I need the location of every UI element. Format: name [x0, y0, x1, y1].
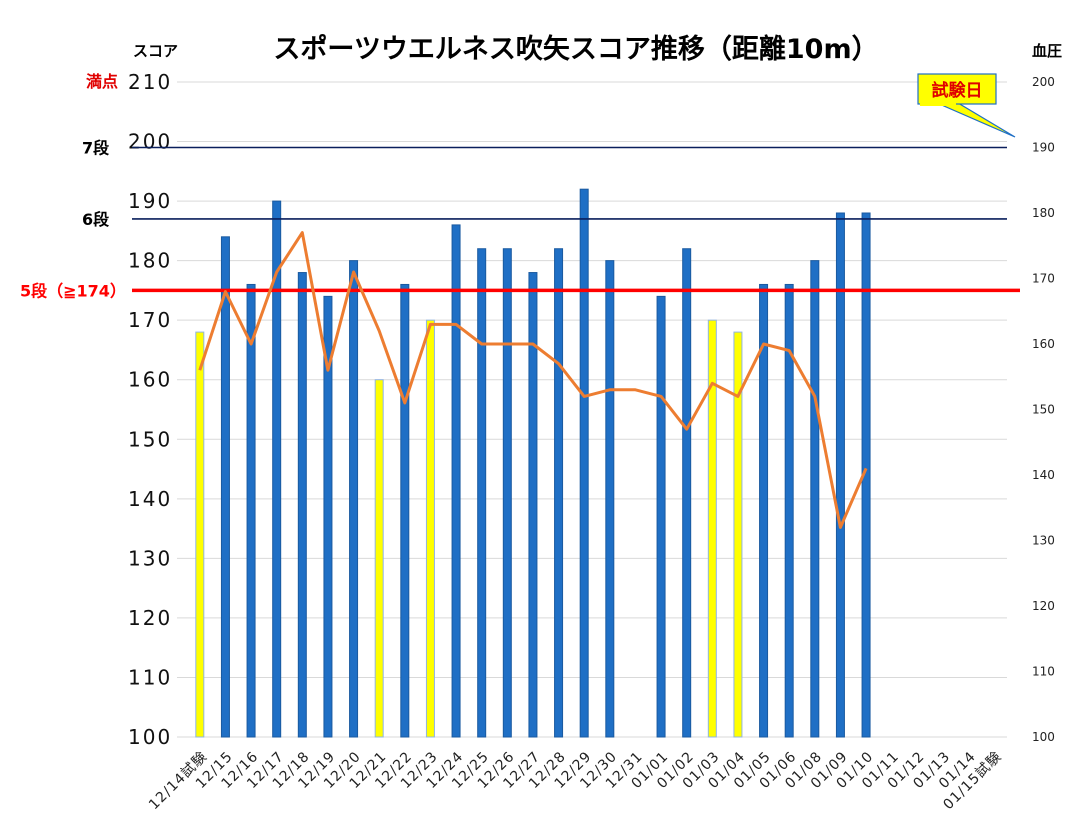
- right-tick-label: 180: [1032, 206, 1055, 220]
- score-bar: [528, 272, 538, 738]
- callout-label: 試験日: [932, 80, 983, 101]
- callout-pointer: [936, 102, 1016, 138]
- right-axis-ticks: 100 110 120 130 140 150 160 170 180 190 200: [1032, 75, 1055, 744]
- callout-box: [917, 73, 997, 105]
- score-bar: [579, 188, 589, 738]
- left-tick-label: 210: [128, 70, 172, 94]
- left-tick-label: 200: [128, 130, 172, 154]
- left-tick-label: 160: [128, 368, 172, 392]
- exam-day-callout: 試験日: [917, 73, 1016, 138]
- left-tick-label: 190: [128, 189, 172, 213]
- dan-label: 6段: [82, 210, 110, 229]
- score-bar: [195, 331, 205, 738]
- score-bar: [374, 379, 384, 738]
- dan5-label: 5段（≧174）: [20, 281, 126, 300]
- max-score-label: 満点: [86, 72, 118, 91]
- blood-pressure-line: [198, 231, 868, 529]
- score-bars: [195, 188, 871, 738]
- dan-label: 7段: [82, 139, 110, 158]
- left-axis-title: スコア: [133, 42, 178, 60]
- left-tick-label: 130: [128, 546, 172, 570]
- right-tick-label: 120: [1032, 599, 1055, 613]
- right-tick-label: 160: [1032, 337, 1055, 351]
- right-tick-label: 170: [1032, 272, 1055, 286]
- score-bar: [349, 260, 359, 738]
- score-bar: [810, 260, 820, 738]
- left-axis-ticks: 100 110 120 130 140 150 160 170 180 190 200 210: [128, 70, 172, 749]
- right-tick-label: 100: [1032, 730, 1055, 744]
- left-tick-label: 110: [128, 665, 172, 689]
- score-bar: [246, 283, 256, 738]
- gridlines: [177, 81, 1007, 738]
- callout-joint: [920, 100, 956, 106]
- score-bar: [733, 331, 743, 738]
- score-bar: [400, 283, 410, 738]
- x-axis-ticks: 12/14試験12/1512/1612/1712/1812/1912/2012/…: [146, 749, 1005, 814]
- left-tick-label: 100: [128, 725, 172, 749]
- left-tick-label: 140: [128, 487, 172, 511]
- left-tick-label: 170: [128, 308, 172, 332]
- blood-pressure-polyline: [198, 231, 868, 529]
- score-bar: [220, 236, 230, 738]
- score-bar: [835, 212, 845, 738]
- score-bar: [477, 248, 487, 738]
- score-bar: [502, 248, 512, 738]
- score-bar: [323, 295, 333, 738]
- score-bar: [451, 224, 461, 738]
- right-tick-label: 200: [1032, 75, 1055, 89]
- left-tick-label: 150: [128, 427, 172, 451]
- score-bar: [297, 272, 307, 738]
- score-bar: [707, 319, 717, 738]
- right-tick-label: 110: [1032, 665, 1055, 679]
- right-tick-label: 140: [1032, 468, 1055, 482]
- left-tick-label: 180: [128, 249, 172, 273]
- score-bar: [605, 260, 615, 738]
- score-bar: [682, 248, 692, 738]
- score-bar: [656, 295, 666, 738]
- right-axis-title: 血圧: [1032, 42, 1062, 60]
- score-bar: [759, 283, 769, 738]
- right-tick-label: 150: [1032, 403, 1055, 417]
- right-tick-label: 190: [1032, 141, 1055, 155]
- reference-lines: 満点 7段 6段 5段（≧174）: [20, 72, 1020, 300]
- score-bar: [554, 248, 564, 738]
- right-tick-label: 130: [1032, 534, 1055, 548]
- score-bar: [784, 283, 794, 738]
- chart-title: スポーツウエルネス吹矢スコア推移（距離10m）: [273, 33, 878, 65]
- score-bar: [272, 200, 282, 738]
- left-tick-label: 120: [128, 606, 172, 630]
- score-bar: [425, 319, 435, 738]
